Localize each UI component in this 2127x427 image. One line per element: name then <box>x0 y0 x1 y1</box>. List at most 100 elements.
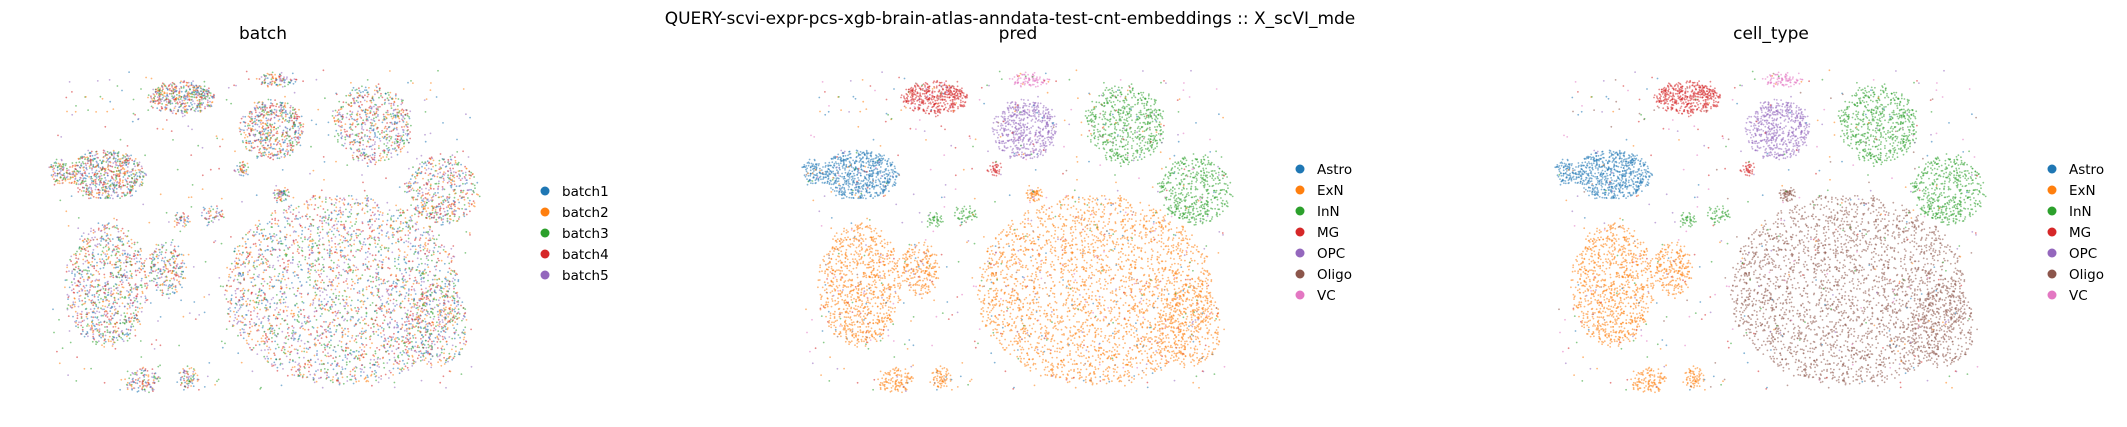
scatter-point <box>104 289 107 292</box>
scatter-point <box>280 295 283 298</box>
scatter-point <box>334 242 337 245</box>
scatter-point <box>293 348 296 351</box>
scatter-point <box>149 280 151 282</box>
scatter-point <box>432 308 434 311</box>
scatter-point <box>402 276 404 278</box>
scatter-point <box>298 246 301 249</box>
scatter-point <box>297 244 299 247</box>
scatter-point <box>415 351 418 353</box>
scatter-point <box>373 373 376 375</box>
scatter-point <box>264 357 267 360</box>
scatter-point <box>143 262 145 264</box>
scatter-point <box>336 285 339 288</box>
scatter-point <box>124 184 126 187</box>
scatter-point <box>260 337 263 340</box>
scatter-point <box>135 313 138 316</box>
scatter-point <box>410 294 412 296</box>
scatter-point <box>93 157 95 160</box>
scatter-point <box>107 190 110 193</box>
scatter-point <box>346 215 349 218</box>
scatter-point <box>328 241 331 243</box>
scatter-point <box>402 222 405 224</box>
scatter-point <box>270 298 273 301</box>
scatter-point <box>297 265 300 268</box>
scatter-point <box>428 228 431 231</box>
scatter-point <box>139 183 142 186</box>
scatter-point <box>421 359 424 361</box>
scatter-point <box>425 302 428 305</box>
scatter-point <box>106 159 109 162</box>
scatter-point <box>102 314 104 317</box>
scatter-point <box>415 282 418 284</box>
scatter-point <box>70 306 73 309</box>
scatter-point <box>265 269 267 271</box>
scatter-point <box>169 293 171 295</box>
scatter-point <box>389 316 392 319</box>
scatter-point <box>129 260 131 263</box>
scatter-point <box>102 267 105 269</box>
scatter-point <box>385 247 388 249</box>
scatter-point <box>271 337 273 339</box>
scatter-point <box>78 161 81 164</box>
scatter-point <box>395 274 397 276</box>
scatter-point <box>322 263 324 266</box>
scatter-point <box>429 239 432 242</box>
scatter-point <box>451 320 454 323</box>
panel-title: batch <box>239 24 287 44</box>
scatter-point <box>89 286 92 289</box>
scatter-point <box>107 283 109 286</box>
scatter-point <box>385 350 388 353</box>
scatter-point <box>329 327 331 330</box>
scatter-point <box>354 357 356 360</box>
scatter-point <box>260 299 263 302</box>
scatter-point <box>375 379 377 382</box>
scatter-point <box>331 298 334 301</box>
scatter-point <box>457 280 460 283</box>
scatter-point <box>254 284 257 287</box>
scatter-point <box>126 312 129 315</box>
scatter-point <box>302 302 305 304</box>
scatter-point <box>379 306 382 309</box>
scatter-point <box>337 243 339 246</box>
scatter-point <box>426 330 429 333</box>
scatter-point <box>129 302 132 305</box>
scatter-point <box>272 364 275 367</box>
scatter-point <box>288 246 291 249</box>
scatter-point <box>176 274 179 277</box>
scatter-point <box>451 270 454 272</box>
scatter-point <box>254 268 257 270</box>
scatter-point <box>160 253 163 256</box>
scatter-point <box>335 248 338 251</box>
scatter-point <box>131 304 134 307</box>
scatter-point <box>312 251 315 254</box>
scatter-point <box>119 160 121 163</box>
scatter-point <box>137 379 139 382</box>
scatter-point <box>317 358 319 361</box>
scatter-point <box>402 350 404 352</box>
scatter-point <box>109 165 112 168</box>
scatter-point <box>181 265 184 268</box>
scatter-point <box>245 233 247 236</box>
scatter-point <box>103 189 106 192</box>
scatter-point <box>298 223 301 226</box>
scatter-point <box>125 271 128 273</box>
scatter-point <box>172 249 175 252</box>
scatter-point <box>363 300 366 303</box>
scatter-point <box>309 272 311 275</box>
scatter-point <box>428 303 431 306</box>
scatter-point <box>375 218 378 220</box>
scatter-point <box>279 249 281 252</box>
scatter-point <box>125 328 128 331</box>
scatter-point <box>381 357 384 360</box>
scatter-point <box>111 171 114 173</box>
scatter-point <box>99 230 102 233</box>
scatter-point <box>365 337 367 340</box>
scatter-point <box>448 287 451 290</box>
scatter-point <box>113 182 116 184</box>
scatter-point <box>335 330 337 333</box>
scatter-point <box>345 270 348 272</box>
scatter-point <box>332 233 335 236</box>
scatter-point <box>275 307 278 309</box>
scatter-point <box>436 354 438 357</box>
